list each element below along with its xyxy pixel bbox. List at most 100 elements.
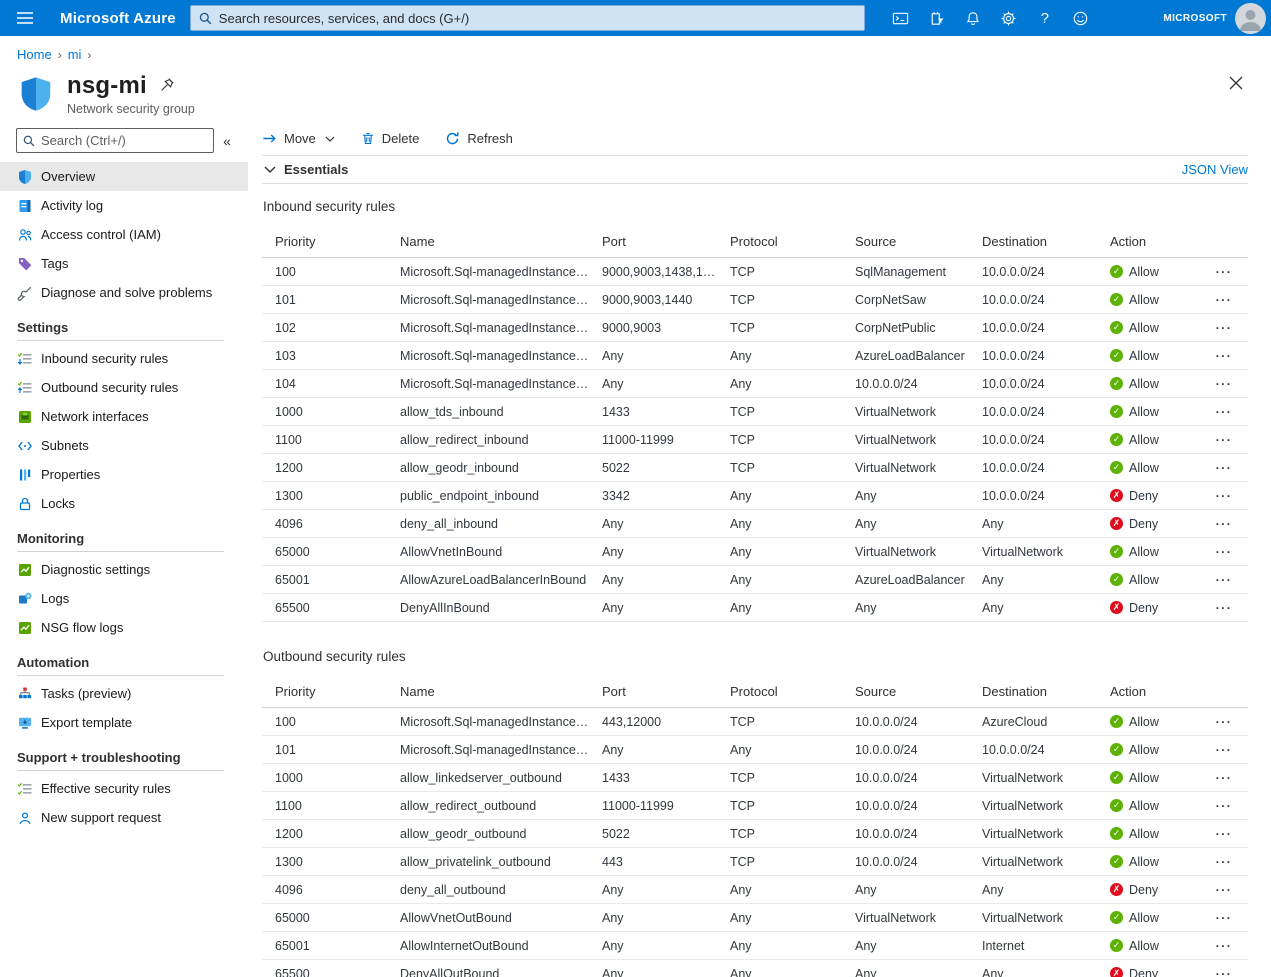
row-context-menu-button[interactable]: ··· xyxy=(1215,572,1233,587)
cell-source: CorpNetPublic xyxy=(855,320,936,335)
delete-button[interactable]: Delete xyxy=(361,131,419,146)
cell-source: Any xyxy=(855,488,877,503)
row-context-menu-button[interactable]: ··· xyxy=(1215,516,1233,531)
row-context-menu-button[interactable]: ··· xyxy=(1215,714,1233,729)
row-context-menu-button[interactable]: ··· xyxy=(1215,966,1233,977)
sidebar-item-export-template[interactable]: Export template xyxy=(0,708,248,737)
essentials-header[interactable]: Essentials JSON View xyxy=(262,156,1248,183)
sidebar-item-inbound-security-rules[interactable]: Inbound security rules xyxy=(0,344,248,373)
outbound-rule-row[interactable]: 1100 allow_redirect_outbound 11000-11999 TC… xyxy=(262,792,1248,820)
cell-protocol: TCP xyxy=(730,798,755,813)
sidebar-item-locks[interactable]: Locks xyxy=(0,489,248,518)
close-icon[interactable] xyxy=(1225,72,1247,99)
inbound-rule-row[interactable]: 104 Microsoft.Sql-managedInstances_U... An… xyxy=(262,370,1248,398)
outbound-rule-row[interactable]: 1000 allow_linkedserver_outbound 1433 TCP 10… xyxy=(262,764,1248,792)
cell-port: 5022 xyxy=(602,826,630,841)
feedback-icon[interactable] xyxy=(1063,0,1099,36)
global-search[interactable] xyxy=(189,5,865,31)
settings-icon[interactable] xyxy=(991,0,1027,36)
inbound-rule-row[interactable]: 4096 deny_all_inbound Any Any Any Any ✗ Deny ··· xyxy=(262,510,1248,538)
notifications-icon[interactable] xyxy=(955,0,991,36)
row-context-menu-button[interactable]: ··· xyxy=(1215,432,1233,447)
help-icon[interactable]: ? xyxy=(1040,9,1049,27)
cell-destination: Internet xyxy=(982,938,1025,953)
outbound-rule-row[interactable]: 65500 DenyAllOutBound Any Any Any Any ✗ Deny ··· xyxy=(262,960,1248,977)
sidebar-item-properties[interactable]: Properties xyxy=(0,460,248,489)
row-context-menu-button[interactable]: ··· xyxy=(1215,376,1233,391)
column-header-protocol: Protocol xyxy=(730,684,778,699)
sidebar-item-tasks-preview[interactable]: Tasks (preview) xyxy=(0,679,248,708)
sidebar-search-input[interactable] xyxy=(41,133,207,148)
sidebar-item-logs[interactable]: Logs xyxy=(0,584,248,613)
row-context-menu-button[interactable]: ··· xyxy=(1215,826,1233,841)
row-context-menu-button[interactable]: ··· xyxy=(1215,770,1233,785)
inbound-rule-row[interactable]: 102 Microsoft.Sql-managedInstances_U... 90… xyxy=(262,314,1248,342)
sidebar-item-overview[interactable]: Overview xyxy=(0,162,248,191)
outbound-rule-row[interactable]: 65000 AllowVnetOutBound Any Any VirtualNetwo… xyxy=(262,904,1248,932)
row-context-menu-button[interactable]: ··· xyxy=(1215,798,1233,813)
inbound-rule-row[interactable]: 1300 public_endpoint_inbound 3342 Any Any 10.… xyxy=(262,482,1248,510)
inbound-rule-row[interactable]: 1100 allow_redirect_inbound 11000-11999 TCP… xyxy=(262,426,1248,454)
refresh-icon xyxy=(445,131,460,146)
sidebar-item-new-support-request[interactable]: New support request xyxy=(0,803,248,832)
cloud-shell-icon[interactable] xyxy=(883,0,919,36)
sidebar-collapse-button[interactable]: « xyxy=(223,132,231,149)
sidebar-item-network-interfaces[interactable]: Network interfaces xyxy=(0,402,248,431)
row-context-menu-button[interactable]: ··· xyxy=(1215,854,1233,869)
row-context-menu-button[interactable]: ··· xyxy=(1215,264,1233,279)
inbound-rule-row[interactable]: 101 Microsoft.Sql-managedInstances_U... 90… xyxy=(262,286,1248,314)
inbound-rule-row[interactable]: 103 Microsoft.Sql-managedInstances_U... An… xyxy=(262,342,1248,370)
row-context-menu-button[interactable]: ··· xyxy=(1215,488,1233,503)
row-context-menu-button[interactable]: ··· xyxy=(1215,404,1233,419)
sidebar-item-effective-security-rules[interactable]: Effective security rules xyxy=(0,774,248,803)
outbound-rule-row[interactable]: 4096 deny_all_outbound Any Any Any Any ✗ Deny ··… xyxy=(262,876,1248,904)
global-search-input[interactable] xyxy=(218,10,856,26)
cell-destination: Any xyxy=(982,600,1004,615)
chevron-down-icon[interactable] xyxy=(264,166,276,173)
account-area[interactable]: MICROSOFT xyxy=(1163,2,1271,34)
outbound-rule-row[interactable]: 65001 AllowInternetOutBound Any Any Any Inter… xyxy=(262,932,1248,960)
cell-port: 9000,9003,1440 xyxy=(602,292,693,307)
inbound-rule-row[interactable]: 65001 AllowAzureLoadBalancerInBound Any Any… xyxy=(262,566,1248,594)
inbound-rule-row[interactable]: 1200 allow_geodr_inbound 5022 TCP VirtualNet… xyxy=(262,454,1248,482)
outbound-rule-row[interactable]: 100 Microsoft.Sql-managedInstances_U... 44… xyxy=(262,708,1248,736)
logs-icon xyxy=(17,591,33,607)
sidebar-item-outbound-security-rules[interactable]: Outbound security rules xyxy=(0,373,248,402)
sidebar-item-subnets[interactable]: Subnets xyxy=(0,431,248,460)
menu-icon[interactable] xyxy=(0,0,50,36)
sidebar-item-nsg-flow-logs[interactable]: NSG flow logs xyxy=(0,613,248,642)
row-context-menu-button[interactable]: ··· xyxy=(1215,938,1233,953)
sidebar-item-activity-log[interactable]: Activity log xyxy=(0,191,248,220)
outbound-rule-row[interactable]: 1200 allow_geodr_outbound 5022 TCP 10.0.0.0/… xyxy=(262,820,1248,848)
row-context-menu-button[interactable]: ··· xyxy=(1215,544,1233,559)
row-context-menu-button[interactable]: ··· xyxy=(1215,348,1233,363)
row-context-menu-button[interactable]: ··· xyxy=(1215,320,1233,335)
avatar[interactable] xyxy=(1235,2,1266,34)
row-context-menu-button[interactable]: ··· xyxy=(1215,292,1233,307)
sidebar-item-diagnostic-settings[interactable]: Diagnostic settings xyxy=(0,555,248,584)
sidebar-item-tags[interactable]: Tags xyxy=(0,249,248,278)
refresh-button[interactable]: Refresh xyxy=(445,131,513,146)
json-view-link[interactable]: JSON View xyxy=(1181,162,1248,177)
cell-destination: VirtualNetwork xyxy=(982,544,1064,559)
row-context-menu-button[interactable]: ··· xyxy=(1215,600,1233,615)
sidebar-search[interactable] xyxy=(16,128,214,153)
pin-icon[interactable] xyxy=(159,77,175,98)
inbound-rule-row[interactable]: 65000 AllowVnetInBound Any Any VirtualNetwor… xyxy=(262,538,1248,566)
breadcrumb-home-link[interactable]: Home xyxy=(17,47,52,62)
row-context-menu-button[interactable]: ··· xyxy=(1215,910,1233,925)
sidebar-item-access-control-iam[interactable]: Access control (IAM) xyxy=(0,220,248,249)
action-label: Allow xyxy=(1129,826,1159,841)
inbound-rule-row[interactable]: 100 Microsoft.Sql-managedInstances_U... 90… xyxy=(262,258,1248,286)
row-context-menu-button[interactable]: ··· xyxy=(1215,882,1233,897)
directory-filter-icon[interactable] xyxy=(919,0,955,36)
move-button[interactable]: Move xyxy=(262,131,335,146)
sidebar-item-diagnose-and-solve-problems[interactable]: Diagnose and solve problems xyxy=(0,278,248,307)
row-context-menu-button[interactable]: ··· xyxy=(1215,742,1233,757)
inbound-rule-row[interactable]: 65500 DenyAllInBound Any Any Any Any ✗ Deny ··· xyxy=(262,594,1248,622)
outbound-rule-row[interactable]: 1300 allow_privatelink_outbound 443 TCP 10.0… xyxy=(262,848,1248,876)
row-context-menu-button[interactable]: ··· xyxy=(1215,460,1233,475)
breadcrumb-parent-link[interactable]: mi xyxy=(67,47,82,62)
outbound-rule-row[interactable]: 101 Microsoft.Sql-managedInstances_U... An… xyxy=(262,736,1248,764)
inbound-rule-row[interactable]: 1000 allow_tds_inbound 1433 TCP VirtualNetwo… xyxy=(262,398,1248,426)
